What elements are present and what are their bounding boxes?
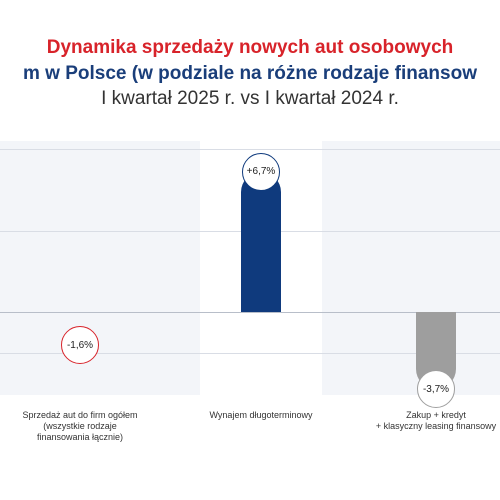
category-label: Zakup + kredyt + klasyczny leasing finans…	[356, 410, 500, 432]
category-label-line: (wszystkie rodzaje	[43, 421, 117, 431]
category-label-line: Sprzedaż aut do firm ogółem	[22, 410, 138, 420]
data-label: +6,7%	[242, 152, 280, 191]
bar	[241, 171, 281, 312]
gridline	[0, 353, 500, 354]
category-label-line: Wynajem długoterminowy	[209, 410, 313, 420]
plot-area: -1,6% +6,7% -3,7%	[0, 141, 500, 409]
category-label-line: Zakup + kredyt	[406, 410, 466, 420]
chart-title-line-1: Dynamika sprzedaży nowych aut osobowych	[46, 37, 454, 58]
category-label-line: finansowania łącznie)	[36, 432, 124, 442]
category-label: Sprzedaż aut do firm ogółem (wszystkie ro…	[0, 410, 160, 443]
zero-line	[0, 312, 500, 313]
gridline	[0, 149, 500, 150]
chart-title: Dynamika sprzedaży nowych aut osobowych …	[0, 0, 500, 140]
data-label: -3,7%	[417, 370, 455, 409]
data-label: -1,6%	[61, 326, 99, 365]
chart-title-line-2: m w Polsce (w podziale na różne rodzaje …	[23, 63, 477, 84]
category-label-line: + klasyczny leasing finansowy	[375, 421, 497, 431]
category-label: Wynajem długoterminowy	[181, 410, 341, 421]
chart-subtitle: I kwartał 2025 r. vs I kwartał 2024 r.	[101, 88, 399, 109]
